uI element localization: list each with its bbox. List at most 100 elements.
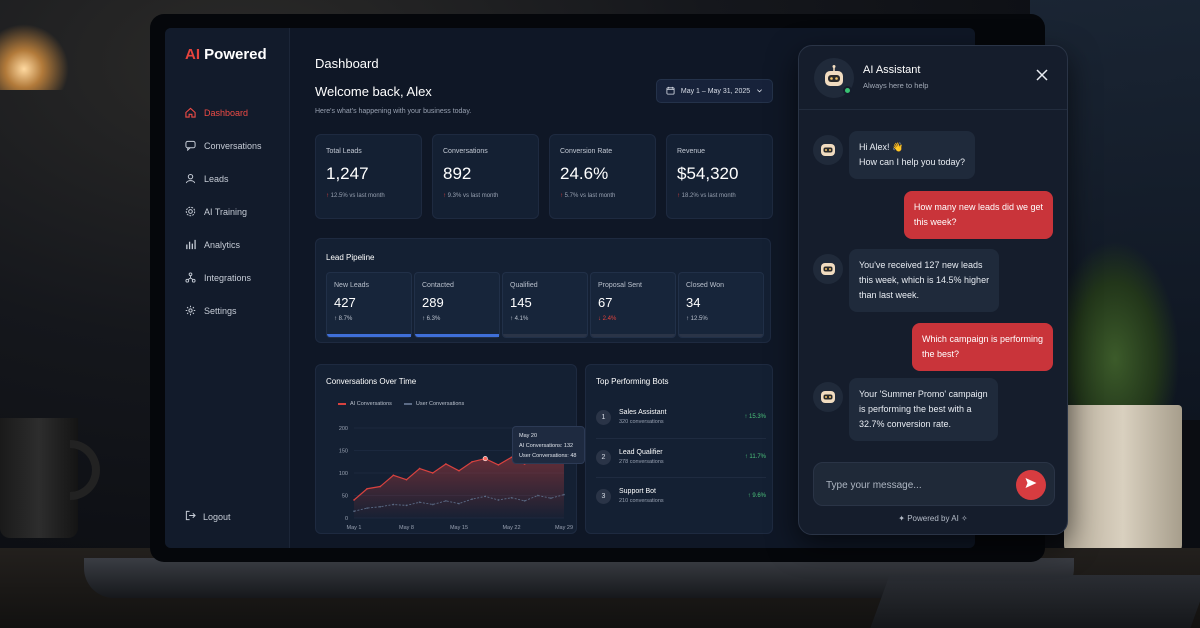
notebook <box>870 575 1200 628</box>
bot-row-support-bot[interactable]: 3 Support Bot 210 conversations ↑ 9.6% <box>596 481 766 511</box>
pipeline-stage-qualified[interactable]: Qualified 145 ↑ 4.1% <box>502 272 588 338</box>
stat-change-suffix: vs last month <box>698 193 736 199</box>
arrow-up-icon: ↑ <box>443 193 448 199</box>
stat-label: Total Leads <box>326 148 362 155</box>
x-tick-label: May 22 <box>502 525 520 531</box>
chat-message-user: How many new leads did we get this week? <box>903 191 1053 239</box>
user-conversations-point <box>444 500 447 502</box>
stat-card-revenue[interactable]: Revenue $54,320 ↑ 18.2% vs last month <box>666 134 773 219</box>
robot-avatar-icon <box>813 254 843 284</box>
user-conversations-point <box>536 494 539 497</box>
powered-by-footer: ✦ Powered by AI ✧ <box>799 514 1067 523</box>
stat-value: $54,320 <box>677 164 739 183</box>
ai-conversations-point <box>497 464 500 466</box>
ai-conversations-point <box>366 487 369 490</box>
chat-input-wrapper <box>813 462 1055 506</box>
pipeline-stages: New Leads 427 ↑ 8.7% Contacted 289 ↑ 6.3… <box>326 272 764 338</box>
tooltip-ai-value: AI Conversations: 132 <box>519 443 574 449</box>
stat-card-total-leads[interactable]: Total Leads 1,247 ↑ 12.5% vs last month <box>315 134 422 219</box>
sidebar-item-label: Dashboard <box>204 107 249 118</box>
chat-message-bot: Your 'Summer Promo' campaign is performin… <box>849 378 998 441</box>
chat-header: AI Assistant Always here to help <box>799 46 1067 110</box>
pipeline-title: Lead Pipeline <box>326 253 375 262</box>
sidebar-item-dashboard[interactable]: Dashboard <box>185 96 262 129</box>
stat-card-conversations[interactable]: Conversations 892 ↑ 9.3% vs last month <box>432 134 539 219</box>
pipeline-stage-proposal-sent[interactable]: Proposal Sent 67 ↓ 2.4% <box>590 272 676 338</box>
bot-rank: 3 <box>596 488 611 504</box>
user-conversations-point <box>379 505 382 508</box>
bot-info: Support Bot 210 conversations <box>619 488 664 504</box>
sidebar: AI Powered Dashboard Conversations Leads… <box>165 28 290 548</box>
chart-title: Conversations Over Time <box>326 377 417 386</box>
bot-conversations: 210 conversations <box>619 498 664 504</box>
message-line: this week? <box>913 217 957 227</box>
message-line: Hi Alex! 👋 <box>859 142 904 152</box>
bot-conversations: 320 conversations <box>619 419 664 425</box>
sidebar-item-analytics[interactable]: Analytics <box>185 228 262 261</box>
chat-message-bot: You've received 127 new leads this week, … <box>849 249 1000 312</box>
stat-label: Conversion Rate <box>560 148 613 155</box>
chat-title: AI Assistant <box>863 64 921 76</box>
bot-row-lead-qualifier[interactable]: 2 Lead Qualifier 278 conversations ↑ 11.7… <box>596 442 766 472</box>
sidebar-item-ai-training[interactable]: AI Training <box>185 195 262 228</box>
y-tick-label: 200 <box>339 426 348 432</box>
stage-value: 427 <box>334 295 356 310</box>
sidebar-item-settings[interactable]: Settings <box>185 294 262 327</box>
bot-name: Lead Qualifier <box>619 449 663 456</box>
close-icon[interactable] <box>1035 68 1049 82</box>
sidebar-item-leads[interactable]: Leads <box>185 162 262 195</box>
x-tick-label: May 15 <box>450 525 468 531</box>
stage-value: 289 <box>422 295 444 310</box>
ai-conversations-point <box>418 467 421 470</box>
stage-value: 67 <box>598 295 613 310</box>
user-conversations-point <box>549 497 552 500</box>
logout-button[interactable]: Logout <box>185 510 231 523</box>
mug-handle <box>70 440 100 500</box>
sidebar-item-integrations[interactable]: Integrations <box>185 261 262 294</box>
divider <box>596 477 766 478</box>
tooltip-date: May 20 <box>519 433 538 439</box>
stat-change-pct: 12.5% <box>330 193 348 199</box>
sidebar-item-conversations[interactable]: Conversations <box>185 129 262 162</box>
ai-conversations-area <box>354 450 564 518</box>
stage-progress-fill <box>327 334 411 337</box>
y-tick-label: 150 <box>339 449 348 455</box>
user-conversations-point <box>458 502 460 505</box>
send-icon <box>1024 476 1038 495</box>
plant-pot <box>1064 405 1182 555</box>
date-range-picker[interactable]: May 1 – May 31, 2025 <box>656 79 773 103</box>
stage-label: Closed Won <box>686 282 725 289</box>
chart-legend: AI Conversations User Conversations <box>338 401 464 407</box>
stat-label: Revenue <box>677 148 706 155</box>
pipeline-stage-new-leads[interactable]: New Leads 427 ↑ 8.7% <box>326 272 412 338</box>
message-line: is performing the best with a <box>859 404 972 414</box>
message-line: the best? <box>921 349 959 359</box>
ai-conversations-point <box>379 485 382 488</box>
stat-change-suffix: vs last month <box>347 193 385 199</box>
bot-change: ↑ 11.7% <box>744 454 766 460</box>
pipeline-stage-contacted[interactable]: Contacted 289 ↑ 6.3% <box>414 272 500 338</box>
chart-tooltip: May 20 AI Conversations: 132 User Conver… <box>512 426 585 464</box>
stat-change-suffix: vs last month <box>578 193 616 199</box>
message-line: Which campaign is performing <box>921 334 1043 344</box>
ai-conversations-point <box>458 469 460 472</box>
pipeline-stage-closed-won[interactable]: Closed Won 34 ↑ 12.5% <box>678 272 764 338</box>
arrow-up-icon: ↑ <box>326 193 331 199</box>
sparkle-icon: ✧ <box>958 514 968 523</box>
chat-bubble-icon <box>185 140 196 151</box>
send-button[interactable] <box>1016 470 1046 500</box>
brand-logo[interactable]: AI Powered <box>185 46 267 63</box>
stage-change: ↓ 2.4% <box>598 316 617 322</box>
y-tick-label: 0 <box>345 516 348 522</box>
settings-icon <box>185 305 196 316</box>
legend-swatch-ai <box>338 402 346 405</box>
stat-value: 24.6% <box>560 164 609 183</box>
chat-message-input[interactable] <box>826 476 1006 494</box>
bot-row-sales-assistant[interactable]: 1 Sales Assistant 320 conversations ↑ 15.… <box>596 402 766 432</box>
legend-label-ai: AI Conversations <box>350 401 392 407</box>
user-conversations-point <box>471 498 474 500</box>
stage-change: ↑ 12.5% <box>686 316 708 322</box>
stat-card-conversion-rate[interactable]: Conversion Rate 24.6% ↑ 5.7% vs last mon… <box>549 134 656 219</box>
user-conversations-point <box>418 501 421 504</box>
ai-conversations-point <box>353 499 355 501</box>
